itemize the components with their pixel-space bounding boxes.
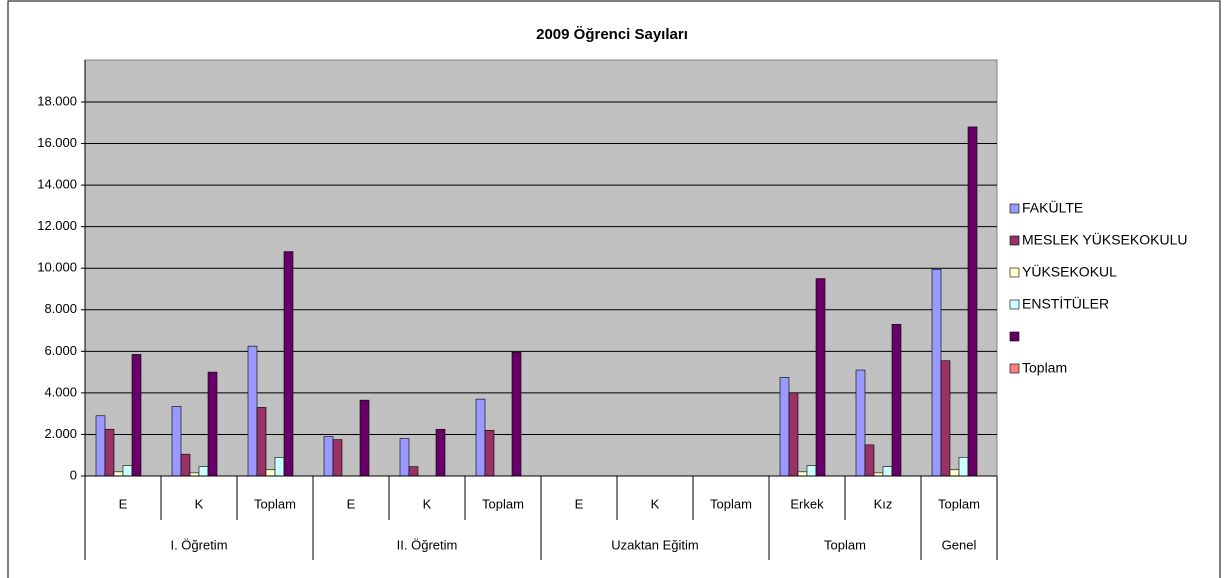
x-tick-label: K <box>423 496 432 511</box>
legend-label: YÜKSEKOKUL <box>1022 263 1117 280</box>
bar <box>855 369 866 477</box>
bar <box>104 428 115 477</box>
x-tick-label: Toplam <box>254 496 296 511</box>
bar <box>122 465 133 477</box>
legend-swatch <box>1009 299 1020 310</box>
y-tick-label: 2.000 <box>44 426 77 441</box>
legend-label: FAKÜLTE <box>1022 199 1083 216</box>
y-tick-label: 12.000 <box>37 218 77 233</box>
bar <box>958 456 969 477</box>
x-tick-label: Toplam <box>710 496 752 511</box>
bar <box>265 469 276 477</box>
legend-swatch <box>1009 235 1020 246</box>
bar <box>815 278 826 477</box>
group-label: Toplam <box>824 537 866 552</box>
bar <box>207 371 218 477</box>
x-tick-label: E <box>119 496 128 511</box>
bar <box>283 251 294 477</box>
legend-label: Toplam <box>1022 360 1067 376</box>
y-tick-label: 6.000 <box>44 343 77 358</box>
bar <box>484 429 495 477</box>
legend-swatch <box>1009 331 1020 342</box>
legend-swatch <box>1009 363 1020 374</box>
y-tick-label: 18.000 <box>37 93 77 108</box>
bar <box>891 324 902 477</box>
y-tick-label: 0 <box>70 467 77 482</box>
group-label: II. Öğretim <box>397 537 458 552</box>
x-tick-label: Toplam <box>482 496 524 511</box>
x-tick-label: Erkek <box>790 496 824 511</box>
bar <box>806 465 817 477</box>
group-label: Genel <box>942 537 977 552</box>
group-label: Uzaktan Eğitim <box>611 537 698 552</box>
bar <box>931 268 942 477</box>
bar <box>408 466 419 477</box>
bar <box>399 438 410 477</box>
bar <box>171 406 182 477</box>
bar <box>475 398 486 477</box>
bar <box>323 436 334 477</box>
bar <box>949 469 960 477</box>
bar <box>113 471 124 477</box>
y-tick-label: 14.000 <box>37 177 77 192</box>
bar <box>511 352 522 477</box>
chart-title: 2009 Öğrenci Sayıları <box>536 26 688 43</box>
bar <box>359 399 370 477</box>
legend-swatch <box>1009 267 1020 278</box>
x-tick-label: K <box>651 496 660 511</box>
y-tick-label: 16.000 <box>37 135 77 150</box>
bar <box>797 471 808 477</box>
bar <box>788 392 799 477</box>
legend-label: ENSTİTÜLER <box>1022 295 1109 312</box>
legend-swatch <box>1009 203 1020 214</box>
x-tick-label: Kız <box>874 496 893 511</box>
bar <box>940 360 951 477</box>
bar <box>864 444 875 477</box>
bar <box>131 354 142 477</box>
bar <box>332 439 343 477</box>
bar <box>967 126 978 477</box>
bar <box>882 466 893 477</box>
bar <box>779 377 790 477</box>
y-tick-label: 10.000 <box>37 260 77 275</box>
x-tick-label: E <box>575 496 584 511</box>
bar <box>95 415 106 477</box>
bar <box>180 453 191 477</box>
bar <box>198 466 209 477</box>
group-label: I. Öğretim <box>170 537 227 552</box>
bar <box>247 345 258 477</box>
y-tick-label: 8.000 <box>44 301 77 316</box>
x-tick-label: Toplam <box>938 496 980 511</box>
bar <box>256 407 267 477</box>
bar <box>274 456 285 477</box>
bar <box>435 428 446 477</box>
y-tick-label: 4.000 <box>44 384 77 399</box>
x-tick-label: K <box>195 496 204 511</box>
legend-label: MESLEK YÜKSEKOKULU <box>1022 231 1187 248</box>
x-tick-label: E <box>347 496 356 511</box>
